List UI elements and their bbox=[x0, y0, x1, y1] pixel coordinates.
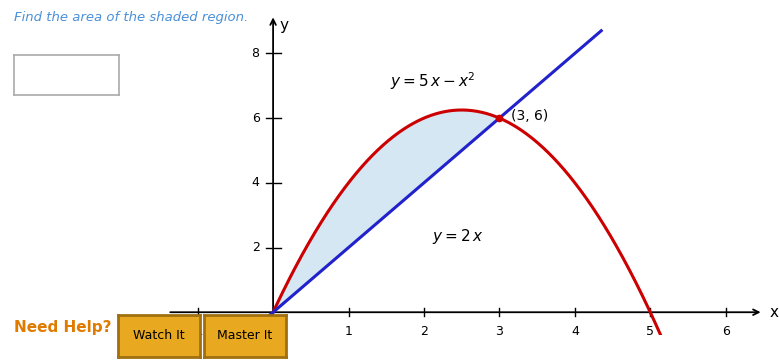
Text: Need Help?: Need Help? bbox=[14, 320, 111, 335]
Text: 2: 2 bbox=[252, 241, 259, 254]
Text: 4: 4 bbox=[571, 325, 579, 337]
Text: $y = 2\,x$: $y = 2\,x$ bbox=[432, 227, 483, 246]
Text: Watch It: Watch It bbox=[133, 329, 185, 342]
Text: 6: 6 bbox=[252, 112, 259, 124]
Text: y: y bbox=[279, 18, 288, 33]
Text: Master It: Master It bbox=[217, 329, 273, 342]
Text: 8: 8 bbox=[252, 47, 259, 60]
Text: 4: 4 bbox=[252, 176, 259, 189]
Text: 3: 3 bbox=[495, 325, 503, 337]
Text: 1: 1 bbox=[344, 325, 352, 337]
Text: -1: -1 bbox=[192, 325, 204, 337]
Text: x: x bbox=[770, 305, 778, 320]
Text: $y = 5\,x - x^2$: $y = 5\,x - x^2$ bbox=[390, 70, 475, 92]
Text: (3, 6): (3, 6) bbox=[511, 110, 548, 123]
Text: 6: 6 bbox=[722, 325, 730, 337]
Text: Find the area of the shaded region.: Find the area of the shaded region. bbox=[14, 11, 249, 24]
Text: 5: 5 bbox=[647, 325, 654, 337]
Text: 2: 2 bbox=[420, 325, 428, 337]
